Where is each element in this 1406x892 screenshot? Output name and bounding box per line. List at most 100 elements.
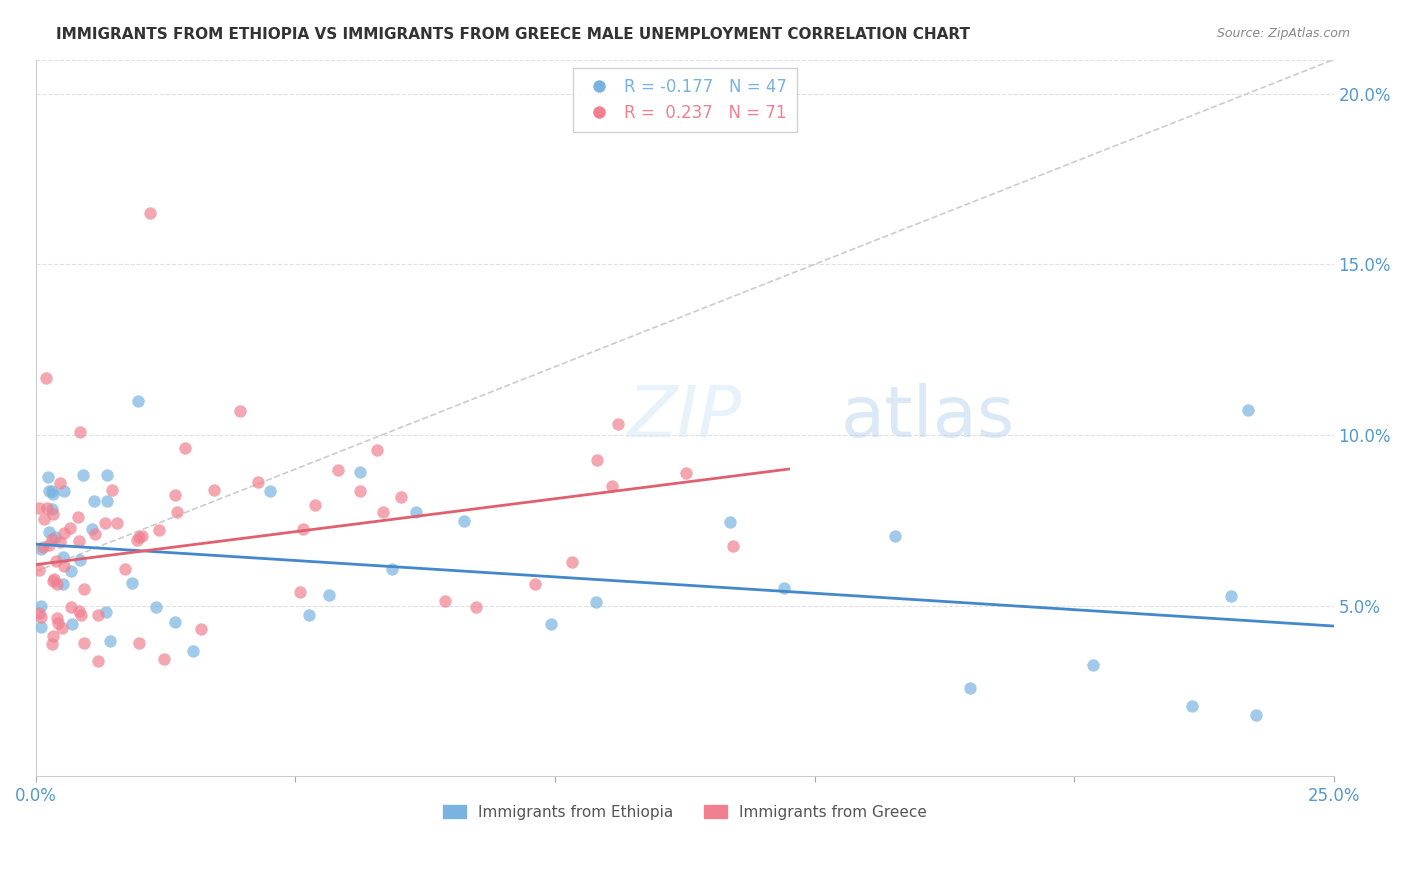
Point bbox=[51, 621, 73, 635]
Point bbox=[349, 465, 371, 479]
Point bbox=[30, 620, 52, 634]
Point bbox=[42, 629, 65, 643]
Point bbox=[45, 554, 67, 568]
Point bbox=[131, 529, 153, 543]
Point bbox=[173, 441, 195, 455]
Point bbox=[41, 483, 63, 498]
Point bbox=[69, 533, 91, 548]
Point bbox=[883, 529, 905, 543]
Point bbox=[718, 515, 741, 529]
Point bbox=[41, 532, 63, 546]
Point bbox=[46, 577, 69, 591]
Point bbox=[523, 576, 546, 591]
Point bbox=[128, 530, 150, 544]
Point bbox=[540, 616, 562, 631]
Point bbox=[73, 636, 96, 650]
Point bbox=[83, 494, 105, 508]
Point bbox=[202, 483, 225, 497]
Point bbox=[70, 608, 93, 623]
Point bbox=[96, 468, 118, 483]
Point bbox=[586, 453, 609, 467]
Point bbox=[371, 505, 394, 519]
Text: atlas: atlas bbox=[841, 384, 1015, 452]
Point bbox=[69, 552, 91, 566]
Point bbox=[229, 404, 252, 418]
Point bbox=[434, 594, 457, 608]
Point bbox=[128, 635, 150, 649]
Point bbox=[34, 371, 56, 385]
Point bbox=[105, 516, 128, 530]
Point bbox=[87, 654, 110, 668]
Point bbox=[190, 622, 212, 636]
Point bbox=[53, 559, 76, 574]
Point bbox=[96, 494, 118, 508]
Point bbox=[69, 425, 91, 439]
Point bbox=[959, 681, 981, 695]
Point bbox=[290, 584, 312, 599]
Point bbox=[53, 483, 76, 498]
Point bbox=[560, 555, 582, 569]
Point bbox=[773, 581, 796, 595]
Point bbox=[37, 470, 59, 484]
Point bbox=[139, 206, 162, 220]
Point bbox=[1220, 589, 1243, 603]
Point bbox=[1081, 657, 1104, 672]
Point bbox=[1237, 403, 1260, 417]
Point bbox=[41, 637, 63, 651]
Point bbox=[73, 582, 96, 597]
Legend: Immigrants from Ethiopia, Immigrants from Greece: Immigrants from Ethiopia, Immigrants fro… bbox=[437, 798, 932, 826]
Point bbox=[148, 523, 170, 537]
Point bbox=[145, 599, 167, 614]
Point bbox=[52, 549, 75, 564]
Point bbox=[28, 500, 51, 515]
Point bbox=[405, 505, 427, 519]
Point bbox=[44, 530, 66, 544]
Point bbox=[166, 505, 188, 519]
Point bbox=[42, 574, 65, 588]
Point bbox=[163, 615, 186, 629]
Point bbox=[62, 617, 84, 632]
Point bbox=[181, 644, 204, 658]
Point bbox=[114, 562, 136, 576]
Point bbox=[49, 475, 72, 490]
Point bbox=[45, 611, 67, 625]
Point bbox=[298, 607, 321, 622]
Point bbox=[59, 599, 82, 614]
Point bbox=[98, 634, 121, 648]
Point bbox=[30, 542, 52, 557]
Point bbox=[1244, 707, 1267, 722]
Point bbox=[152, 652, 174, 666]
Point bbox=[366, 443, 388, 458]
Point bbox=[67, 604, 90, 618]
Point bbox=[318, 588, 340, 602]
Point bbox=[127, 393, 149, 408]
Point bbox=[349, 484, 371, 499]
Point bbox=[83, 527, 105, 541]
Point bbox=[100, 483, 122, 497]
Point bbox=[82, 522, 104, 536]
Point bbox=[607, 417, 630, 431]
Point bbox=[42, 507, 65, 521]
Point bbox=[304, 499, 326, 513]
Point bbox=[72, 467, 94, 482]
Point bbox=[1181, 698, 1204, 713]
Point bbox=[30, 610, 52, 624]
Point bbox=[38, 538, 60, 552]
Point bbox=[58, 521, 80, 535]
Point bbox=[94, 516, 117, 531]
Point bbox=[42, 572, 65, 586]
Point bbox=[453, 514, 475, 528]
Point bbox=[675, 466, 697, 480]
Point bbox=[35, 500, 58, 515]
Point bbox=[389, 490, 412, 504]
Point bbox=[121, 576, 143, 591]
Point bbox=[87, 607, 110, 622]
Point bbox=[53, 526, 76, 541]
Text: ZIP: ZIP bbox=[627, 384, 742, 452]
Point bbox=[42, 487, 65, 501]
Point bbox=[41, 502, 63, 516]
Point bbox=[46, 615, 69, 630]
Point bbox=[465, 599, 488, 614]
Point bbox=[49, 534, 72, 549]
Point bbox=[721, 539, 744, 553]
